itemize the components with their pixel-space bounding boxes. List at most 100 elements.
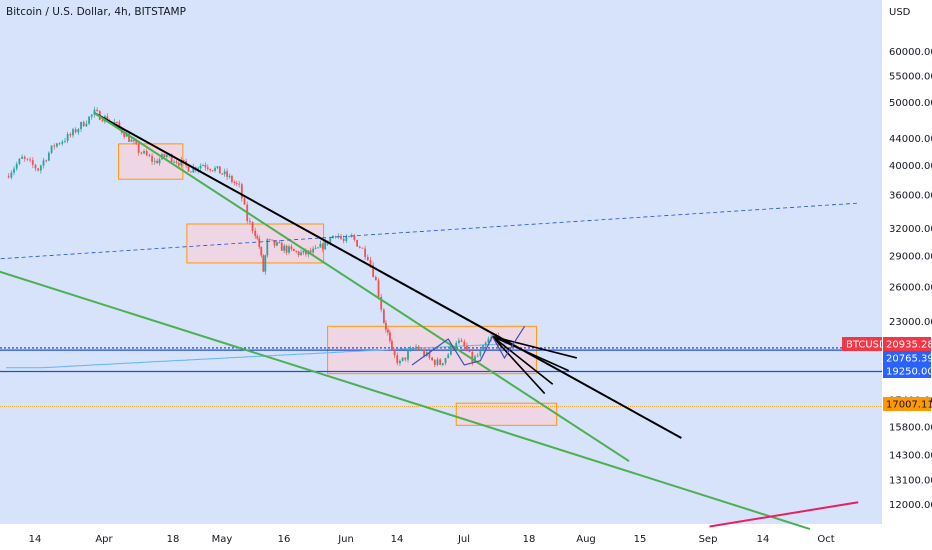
trendlines (0, 112, 859, 531)
zigzag-pattern[interactable] (411, 325, 526, 366)
candle-body (180, 159, 183, 166)
candle-body (487, 338, 490, 343)
candle-body (72, 129, 74, 136)
candle-body (240, 184, 243, 199)
candle-body (187, 165, 190, 172)
candle-body (248, 221, 251, 222)
candle-body (118, 122, 121, 128)
candle-body (283, 245, 286, 251)
candle-body (173, 161, 175, 163)
candle-body (101, 119, 104, 122)
candle-body (13, 168, 15, 173)
candle-body (295, 251, 298, 252)
candle-body (143, 151, 145, 154)
price-tag (883, 337, 931, 351)
candle-body (458, 340, 460, 343)
candle-body (439, 359, 442, 365)
price-tick-label: 60000.00 (889, 47, 932, 58)
time-tick-label: 15 (634, 534, 647, 545)
candle-body (31, 160, 34, 165)
trendline-green[interactable] (0, 261, 811, 531)
price-tag-value: 20935.28 (886, 340, 932, 351)
candle-body (463, 341, 466, 346)
candle-body (460, 340, 463, 342)
candle-body (56, 143, 58, 147)
candle-body (479, 351, 482, 356)
candle-body (396, 355, 399, 364)
candle-body (262, 255, 265, 272)
candle-body (123, 132, 126, 137)
fan-line[interactable] (492, 335, 570, 372)
candle-body (125, 133, 128, 137)
candle-body (288, 246, 290, 253)
candle-body (369, 259, 372, 266)
candle-body (309, 250, 312, 253)
candle-body (317, 247, 319, 249)
candle-body (163, 154, 166, 157)
candle-body (266, 239, 269, 256)
candle-body (358, 246, 361, 248)
price-tags: BTCUSD 20935.28 20765.39 19250.00 17007.11 (842, 337, 932, 411)
candle-body (77, 129, 80, 133)
candle-body (382, 309, 385, 323)
fan-line[interactable] (491, 335, 546, 395)
candle-body (254, 230, 257, 237)
candle-body (96, 109, 99, 111)
candle-body (415, 346, 417, 349)
trendline-green[interactable] (93, 112, 630, 462)
candle-body (132, 139, 135, 142)
candle-body (211, 170, 214, 172)
time-tick-label: Apr (95, 534, 113, 545)
candle-body (292, 248, 295, 252)
candle-body (428, 352, 431, 358)
fan-line[interactable] (491, 335, 554, 385)
candle-body (258, 238, 261, 248)
candle-body (391, 340, 393, 350)
candle-body (145, 151, 148, 156)
candle-body (26, 158, 29, 160)
candle-body (156, 160, 159, 164)
price-tag (883, 364, 931, 378)
fan-line[interactable] (492, 335, 578, 359)
price-axis[interactable]: 60000.00 55000.00 50000.00 44000.00 40000.00… (889, 47, 932, 511)
candle-body (226, 171, 228, 177)
candle-body (165, 154, 168, 157)
time-tick-label: 14 (757, 534, 770, 545)
candle-body (436, 359, 439, 365)
candle-body (366, 257, 369, 260)
candle-body (285, 245, 288, 253)
candle-body (319, 243, 322, 248)
candle-body (140, 152, 143, 154)
candle-body (170, 154, 173, 162)
trendline-black[interactable] (93, 112, 682, 439)
candle-body (372, 265, 375, 277)
candle-body (361, 247, 364, 249)
candle-body (476, 355, 479, 357)
candle-body (260, 247, 263, 256)
candle-body (45, 160, 48, 162)
candle-body (314, 247, 317, 249)
price-tick-label: 15800.00 (889, 423, 932, 434)
candle-body (407, 351, 409, 360)
candle-body (214, 167, 216, 171)
price-tag-value: 20765.39 (886, 354, 932, 365)
price-tick-label: 26000.00 (889, 282, 932, 293)
candle-body (85, 123, 88, 127)
candle-body (58, 143, 61, 145)
candles (7, 106, 502, 368)
candle-body (18, 158, 21, 164)
time-axis[interactable]: 14 Apr 18 May 16 Jun 14 Jul 18 Aug 15 Sep 14 Oct (29, 534, 835, 545)
time-tick-label: 16 (278, 534, 291, 545)
time-tick-label: 14 (391, 534, 404, 545)
candle-body (455, 342, 458, 348)
time-tick-label: Sep (699, 534, 718, 545)
trendline-dashed-blue[interactable] (0, 202, 859, 261)
candle-body (471, 351, 474, 363)
time-tick-label: 14 (29, 534, 42, 545)
candle-body (345, 236, 348, 241)
candle-body (10, 172, 13, 178)
trendline-red[interactable] (709, 501, 859, 528)
time-tick-label: Jul (457, 534, 470, 545)
